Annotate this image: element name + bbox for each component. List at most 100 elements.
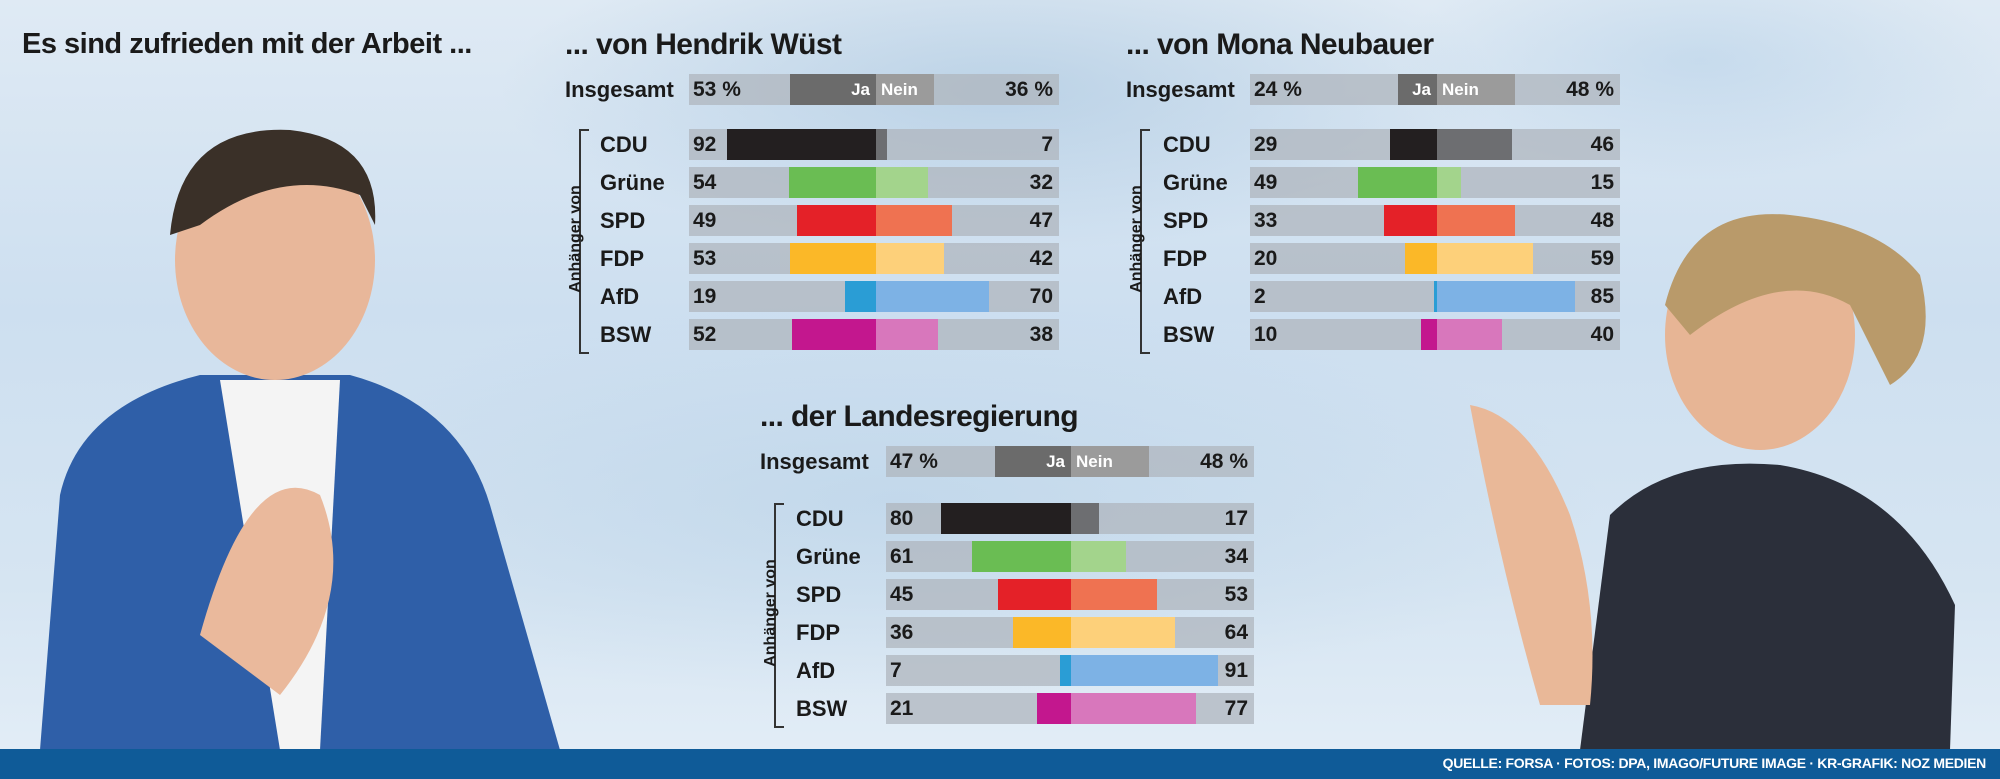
legend-nein: Nein — [1442, 80, 1479, 99]
bar-row-grüne: 61 34 — [886, 541, 1254, 572]
overall-label: Insgesamt — [760, 449, 869, 474]
group-bracket — [579, 129, 589, 354]
nein-value-label: 59 — [1590, 247, 1614, 270]
nein-value-label: 47 — [1029, 209, 1053, 232]
bar-row-grüne: 49 15 — [1250, 167, 1620, 198]
group-label: Anhänger von — [567, 184, 584, 293]
party-label-cdu: CDU — [600, 132, 648, 157]
nein-bar-cdu — [1071, 503, 1099, 534]
bar-row-cdu: 29 46 — [1250, 129, 1620, 160]
group-label: Anhänger von — [1128, 184, 1145, 293]
nein-bar-afd — [876, 281, 990, 312]
overall-ja-bar — [1398, 74, 1437, 105]
nein-bar-grüne — [1071, 541, 1127, 572]
ja-value-label: 7 — [890, 659, 902, 682]
nein-value-label: 34 — [1224, 545, 1248, 568]
chart-title: ... der Landesregierung — [760, 400, 1079, 433]
ja-bar-afd — [1433, 281, 1437, 312]
party-label-fdp: FDP — [600, 246, 644, 271]
legend-ja: Ja — [1412, 80, 1431, 99]
nein-bar-spd — [876, 205, 953, 236]
overall-nein-value: 48 % — [1200, 450, 1248, 473]
group-label: Anhänger von — [762, 558, 779, 667]
ja-value-label: 2 — [1254, 285, 1266, 308]
group-bracket — [774, 503, 784, 728]
nein-bar-grüne — [876, 167, 928, 198]
ja-bar-spd — [796, 205, 876, 236]
photo-mona-neubauer — [1470, 214, 1955, 750]
ja-value-label: 52 — [693, 323, 717, 346]
source-footer: QUELLE: FORSA · FOTOS: DPA, IMAGO/FUTURE… — [0, 749, 2000, 779]
ja-bar-cdu — [941, 503, 1071, 534]
ja-bar-grüne — [788, 167, 876, 198]
ja-bar-grüne — [972, 541, 1071, 572]
ja-bar-spd — [1383, 205, 1437, 236]
nein-value-label: 53 — [1224, 583, 1248, 606]
bar-row-afd: 2 85 — [1250, 281, 1620, 312]
party-label-afd: AfD — [1163, 284, 1203, 309]
nein-bar-spd — [1437, 205, 1515, 236]
party-label-cdu: CDU — [1163, 132, 1211, 157]
bar-row-grüne: 54 32 — [689, 167, 1059, 198]
nein-value-label: 46 — [1590, 133, 1614, 156]
overall-ja-bar — [994, 446, 1071, 477]
party-label-spd: SPD — [600, 208, 646, 233]
party-label-fdp: FDP — [796, 620, 840, 645]
headline: Es sind zufrieden mit der Arbeit ... — [22, 28, 472, 60]
nein-value-label: 64 — [1224, 621, 1248, 644]
overall-bar-track: Ja Nein 47 % 48 % — [886, 446, 1254, 477]
ja-bar-fdp — [790, 243, 876, 274]
ja-value-label: 49 — [1254, 171, 1278, 194]
ja-bar-cdu — [1390, 129, 1437, 160]
nein-bar-spd — [1071, 579, 1157, 610]
bar-row-spd: 49 47 — [689, 205, 1059, 236]
ja-value-label: 45 — [890, 583, 914, 606]
chart-title: ... von Mona Neubauer — [1126, 28, 1434, 61]
ja-bar-cdu — [726, 129, 876, 160]
ja-bar-bsw — [1036, 693, 1071, 724]
ja-value-label: 20 — [1254, 247, 1278, 270]
ja-bar-afd — [845, 281, 876, 312]
overall-nein-value: 36 % — [1005, 78, 1053, 101]
overall-label: Insgesamt — [1126, 77, 1235, 102]
legend-ja: Ja — [1046, 452, 1065, 471]
ja-value-label: 29 — [1254, 133, 1278, 156]
ja-value-label: 21 — [890, 697, 914, 720]
group-bracket — [1140, 129, 1150, 354]
overall-ja-value: 24 % — [1254, 78, 1302, 101]
nein-value-label: 15 — [1590, 171, 1614, 194]
ja-value-label: 92 — [693, 133, 717, 156]
ja-value-label: 53 — [693, 247, 717, 270]
overall-ja-value: 53 % — [693, 78, 741, 101]
bar-row-cdu: 92 7 — [689, 129, 1059, 160]
legend-nein: Nein — [881, 80, 918, 99]
legend-ja: Ja — [851, 80, 870, 99]
nein-value-label: 48 — [1590, 209, 1614, 232]
nein-value-label: 40 — [1590, 323, 1614, 346]
ja-bar-grüne — [1357, 167, 1437, 198]
bar-row-fdp: 36 64 — [886, 617, 1254, 648]
ja-bar-bsw — [1420, 319, 1437, 350]
nein-bar-bsw — [1437, 319, 1502, 350]
legend-nein: Nein — [1076, 452, 1113, 471]
overall-label: Insgesamt — [565, 77, 674, 102]
party-label-spd: SPD — [1163, 208, 1209, 233]
party-label-spd: SPD — [796, 582, 842, 607]
bar-row-bsw: 21 77 — [886, 693, 1254, 724]
nein-value-label: 17 — [1224, 507, 1248, 530]
nein-value-label: 38 — [1029, 323, 1053, 346]
party-label-cdu: CDU — [796, 506, 844, 531]
bar-row-afd: 19 70 — [689, 281, 1059, 312]
bar-row-afd: 7 91 — [886, 655, 1254, 686]
source-credits: QUELLE: FORSA · FOTOS: DPA, IMAGO/FUTURE… — [1442, 755, 1987, 771]
bar-row-spd: 33 48 — [1250, 205, 1620, 236]
bar-row-cdu: 80 17 — [886, 503, 1254, 534]
ja-bar-fdp — [1012, 617, 1071, 648]
chart-title: ... von Hendrik Wüst — [565, 28, 842, 61]
nein-bar-afd — [1437, 281, 1575, 312]
ja-bar-bsw — [791, 319, 876, 350]
bar-row-spd: 45 53 — [886, 579, 1254, 610]
nein-bar-grüne — [1437, 167, 1462, 198]
nein-value-label: 85 — [1590, 285, 1614, 308]
nein-value-label: 91 — [1224, 659, 1248, 682]
